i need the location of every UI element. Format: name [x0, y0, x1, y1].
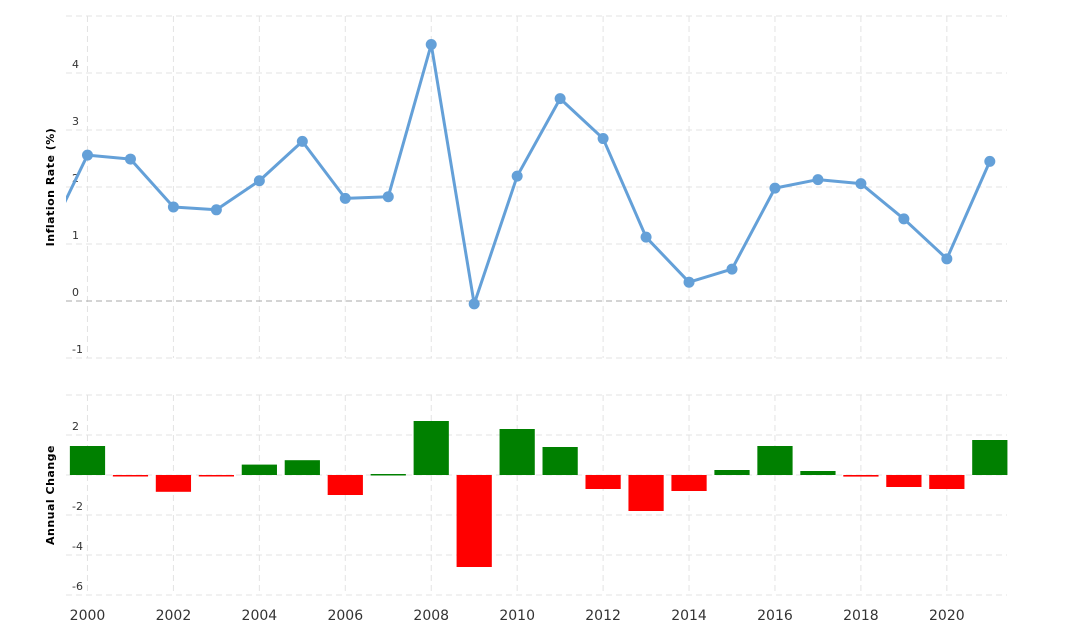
point [597, 133, 609, 145]
bar [886, 475, 922, 487]
bar [757, 446, 793, 475]
point [339, 192, 351, 204]
point [941, 253, 953, 265]
x-tick-label: 2010 [499, 608, 535, 624]
y-tick-label: 2 [72, 420, 79, 433]
x-tick-label: 2000 [70, 608, 106, 624]
x-tick-label: 2012 [585, 608, 621, 624]
bar [499, 429, 535, 475]
y-tick-label: -4 [72, 540, 83, 553]
y-tick-label: 3 [72, 115, 79, 128]
bar [284, 460, 320, 475]
y-tick-label: -6 [72, 580, 83, 593]
bar [241, 464, 277, 475]
x-tick-label: 2020 [929, 608, 965, 624]
bar [929, 475, 965, 489]
point [167, 201, 179, 213]
point [640, 231, 652, 243]
bar [370, 474, 406, 476]
y-tick-label: 1 [72, 229, 79, 242]
point [554, 93, 566, 105]
y-tick-label: 0 [72, 286, 79, 299]
point [296, 135, 308, 147]
point [210, 204, 222, 216]
point [425, 39, 437, 50]
point [855, 178, 867, 190]
bar [671, 475, 707, 491]
point [81, 149, 93, 161]
x-tick-label: 2006 [327, 608, 363, 624]
bar [413, 421, 449, 475]
y-tick-label: -2 [72, 500, 83, 513]
bar [112, 475, 149, 477]
bar [714, 470, 750, 475]
y-tick-label: -1 [72, 343, 83, 356]
point [683, 276, 695, 288]
bar [542, 447, 578, 475]
x-tick-label: 2018 [843, 608, 879, 624]
x-tick-label: 2008 [413, 608, 449, 624]
bar [327, 475, 363, 495]
point [812, 174, 824, 186]
point [984, 155, 996, 167]
bar [155, 475, 192, 492]
x-tick-label: 2004 [242, 608, 278, 624]
x-tick-label: 2002 [156, 608, 192, 624]
point [382, 191, 394, 203]
point [511, 170, 523, 182]
bar [972, 440, 1008, 475]
line-series [66, 39, 996, 310]
point [124, 153, 136, 165]
x-tick-label: 2014 [671, 608, 707, 624]
point [253, 175, 265, 187]
bar [843, 475, 879, 477]
x-tick-label: 2016 [757, 608, 793, 624]
y-axis-label: Annual Change [44, 445, 57, 545]
bar [800, 471, 836, 475]
bar [69, 446, 106, 475]
point [726, 263, 738, 275]
bar [585, 475, 621, 489]
bar [198, 475, 235, 477]
bar [456, 475, 492, 567]
point [769, 182, 781, 194]
point [468, 298, 480, 310]
point [898, 213, 910, 225]
bar [628, 475, 664, 511]
y-axis-label: Inflation Rate (%) [44, 128, 57, 247]
y-tick-label: 4 [72, 58, 79, 71]
